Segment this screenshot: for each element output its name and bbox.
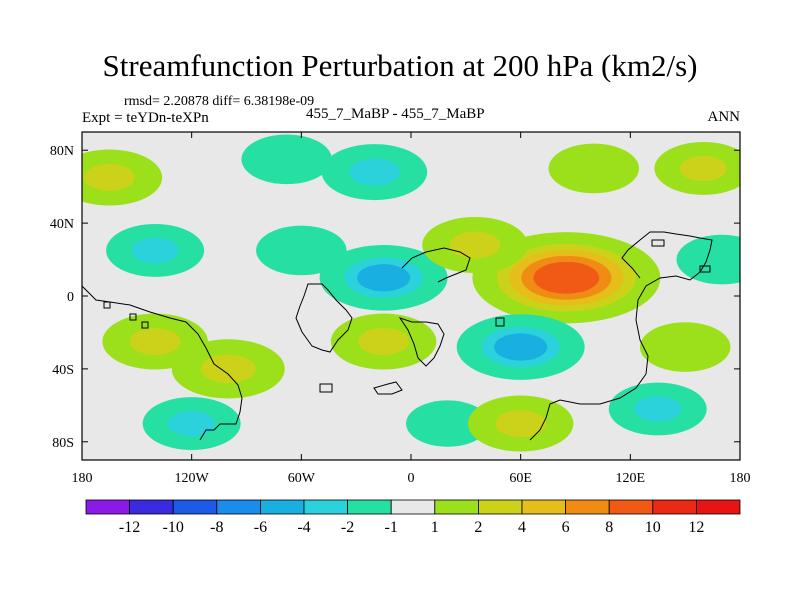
x-tick-label: 180 xyxy=(72,471,93,486)
colorbar-label: -8 xyxy=(210,519,223,536)
x-tick-label: 120E xyxy=(616,471,646,486)
field-region-16-2 xyxy=(168,410,216,437)
colorbar-swatch xyxy=(259,499,305,515)
colorbar-label: -12 xyxy=(119,519,140,536)
colorbar-swatch xyxy=(477,499,523,515)
season-label: ANN xyxy=(707,109,741,125)
colorbar-label: 10 xyxy=(645,519,661,536)
colorbar-label: 6 xyxy=(562,519,570,536)
colorbar-swatch xyxy=(652,499,697,515)
field-region-19-2 xyxy=(634,396,682,422)
x-tick-label: 0 xyxy=(408,471,415,486)
contour-field xyxy=(82,134,740,452)
colorbar-swatch xyxy=(608,499,654,515)
chart-title: Streamfunction Perturbation at 200 hPa (… xyxy=(102,48,698,83)
coastline-eurasia-africa xyxy=(398,231,713,441)
colorbar-label: -1 xyxy=(385,519,398,536)
experiment-label: Expt = teYDn-teXPn xyxy=(82,110,209,126)
colorbar-label: -4 xyxy=(297,519,310,536)
axes: 180 120W 60W 0 60E 120E 180 80N 40N 0 40S 80S xyxy=(50,132,751,486)
colorbar-swatch xyxy=(434,499,479,515)
field-region-15-1 xyxy=(657,331,713,363)
colorbar-label: -2 xyxy=(341,519,354,536)
field-region-18-2 xyxy=(495,410,546,437)
x-tick-label: 120W xyxy=(175,471,210,486)
x-tick-label: 180 xyxy=(730,471,751,486)
field-region-6-1 xyxy=(273,235,329,266)
colorbar-swatch xyxy=(129,499,174,515)
colorbar-label: 8 xyxy=(605,519,613,536)
field-region-13-2 xyxy=(358,328,409,355)
field-region-3-1 xyxy=(566,153,622,184)
colorbar-swatch xyxy=(85,499,130,515)
colorbar-swatch xyxy=(696,499,741,515)
colorbar-label: 4 xyxy=(518,519,526,536)
field-region-1-2 xyxy=(349,158,400,186)
colorbar-swatch xyxy=(216,499,261,515)
colorbar-swatch xyxy=(565,499,610,515)
colorbar: -12 -10 -8 -6 -4 -2 -1 1 2 4 6 8 10 12 xyxy=(85,499,741,536)
field-region-0-2 xyxy=(84,164,135,191)
colorbar-swatch xyxy=(303,499,348,515)
field-region-7-3 xyxy=(357,264,411,292)
y-tick-label: 80S xyxy=(52,436,74,451)
colorbar-swatch xyxy=(521,499,566,515)
coastline-small-features xyxy=(103,265,711,329)
x-tick-label: 60W xyxy=(288,471,316,486)
colorbar-label: -6 xyxy=(254,519,267,536)
rmsd-label: rmsd= 2.20878 diff= 6.38198e-09 xyxy=(124,94,315,109)
field-region-11-2 xyxy=(129,328,181,355)
field-region-5-2 xyxy=(131,237,179,264)
colorbar-label: 12 xyxy=(688,519,704,536)
coastline-americas xyxy=(82,283,403,441)
field-region-12-2 xyxy=(201,354,256,384)
field-region-17-1 xyxy=(422,409,473,438)
x-tick-label: 60E xyxy=(509,471,532,486)
field-region-4-2 xyxy=(679,155,727,182)
y-tick-label: 40N xyxy=(50,217,74,232)
field-region-14-3 xyxy=(494,333,548,361)
colorbar-label: 2 xyxy=(474,519,482,536)
colorbar-label: 1 xyxy=(431,519,439,536)
field-region-8-5 xyxy=(533,261,600,294)
case-label: 455_7_MaBP - 455_7_MaBP xyxy=(306,106,485,122)
y-tick-label: 0 xyxy=(67,290,74,305)
colorbar-swatch xyxy=(172,499,218,515)
colorbar-label: -10 xyxy=(163,519,184,536)
field-region-9-2 xyxy=(449,231,501,259)
field-region-10-1 xyxy=(694,244,740,275)
colorbar-swatch xyxy=(390,499,436,515)
y-tick-label: 80N xyxy=(50,144,74,159)
field-region-2-1 xyxy=(259,144,315,175)
y-tick-label: 40S xyxy=(52,363,74,378)
coastline-outline xyxy=(82,231,713,441)
colorbar-swatch xyxy=(347,499,392,515)
